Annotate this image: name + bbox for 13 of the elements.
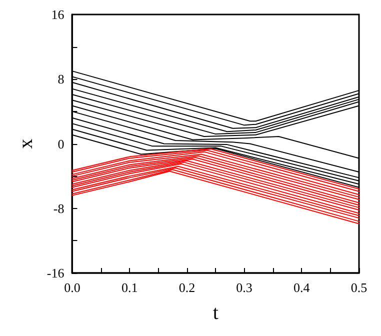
x-tick-label: 0.2 xyxy=(178,280,196,295)
y-tick-label: -16 xyxy=(46,266,65,280)
y-axis-title: x xyxy=(15,138,37,149)
x-tick-label: 0.1 xyxy=(121,280,138,295)
x-tick-label: 0.5 xyxy=(350,280,368,295)
y-tick-label: 8 xyxy=(58,72,64,87)
x-tick-label: 0.3 xyxy=(236,280,252,295)
x-tick-label: 0.0 xyxy=(64,280,80,295)
x-tick-label: 0.4 xyxy=(294,280,310,295)
y-tick-label: 16 xyxy=(51,7,65,22)
x-axis-title: t xyxy=(212,302,219,324)
y-tick-label: -8 xyxy=(53,200,64,216)
y-tick-label: 0 xyxy=(58,136,64,152)
